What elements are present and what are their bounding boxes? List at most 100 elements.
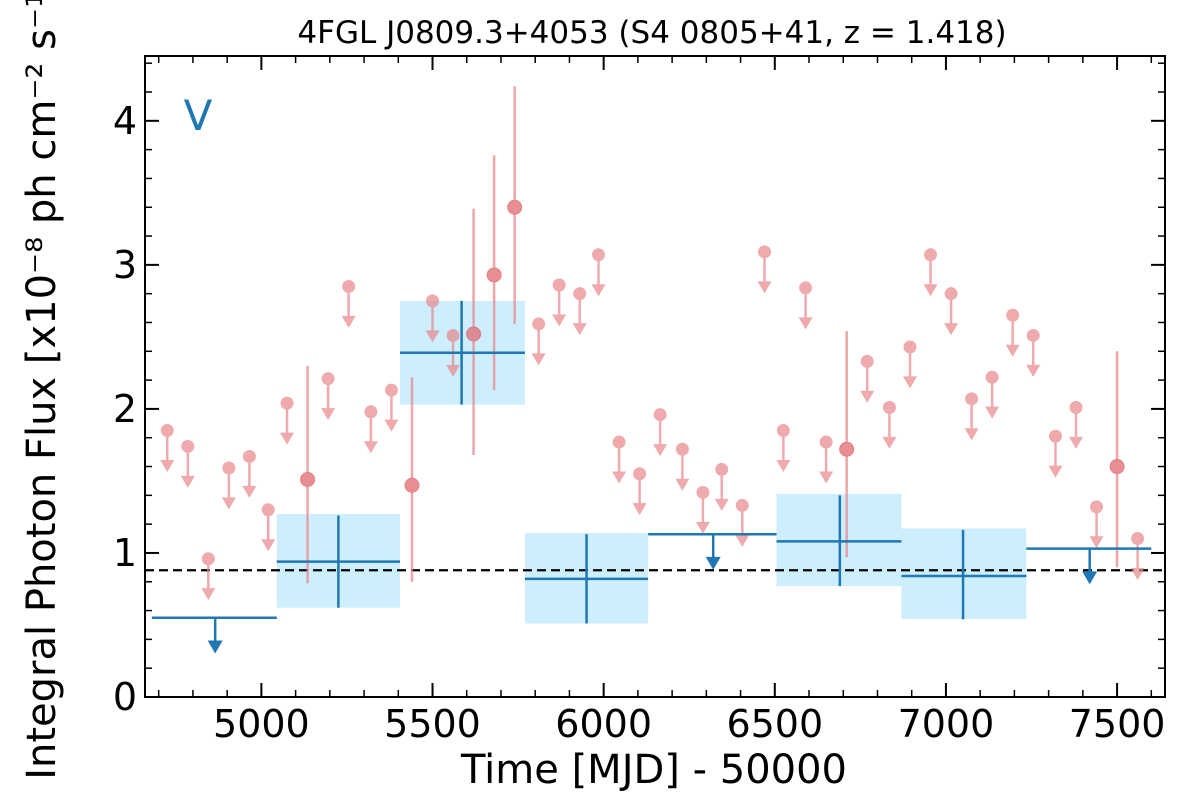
- fine-upper-limit: [1089, 500, 1104, 549]
- fine-upper-limit-marker: [653, 408, 667, 422]
- fine-detection-marker: [507, 199, 523, 215]
- fine-upper-limit-marker: [532, 317, 546, 331]
- fine-detection: [1109, 351, 1125, 568]
- fine-upper-limit-arrowhead: [280, 432, 295, 445]
- fine-upper-limit: [964, 392, 979, 441]
- fine-upper-limit-arrowhead: [446, 364, 461, 377]
- fine-upper-limit-arrowhead: [180, 475, 195, 488]
- fine-upper-limit-marker: [592, 248, 606, 262]
- fine-upper-limit-marker: [675, 442, 689, 456]
- fine-upper-limit-marker: [280, 396, 294, 410]
- y-tick-label: 2: [113, 387, 137, 431]
- fine-upper-limit-arrowhead: [1069, 436, 1084, 449]
- fine-detection-marker: [486, 267, 502, 283]
- fine-upper-limit: [1026, 328, 1041, 377]
- fine-upper-limit: [160, 424, 175, 472]
- coarse-detection: [776, 495, 902, 587]
- x-tick-label: 5000: [213, 702, 310, 746]
- fine-upper-limit: [882, 400, 897, 449]
- fine-upper-limit: [695, 485, 710, 534]
- fine-detection: [507, 86, 523, 324]
- fine-upper-limit: [923, 248, 938, 297]
- fine-detection-marker: [404, 477, 420, 493]
- fine-upper-limit-arrowhead: [819, 471, 834, 484]
- coarse-bin-points: [151, 300, 1152, 654]
- fine-upper-limit-marker: [819, 435, 833, 449]
- fine-upper-limit: [776, 424, 791, 472]
- fine-upper-limit-marker: [965, 392, 979, 406]
- fine-upper-limit: [572, 287, 587, 336]
- fine-upper-limit: [201, 552, 216, 601]
- fine-upper-limit: [531, 317, 546, 366]
- fine-upper-limit-arrowhead: [1130, 568, 1145, 581]
- fine-upper-limit-marker: [696, 485, 710, 499]
- fine-upper-limit-arrowhead: [425, 330, 440, 343]
- y-tick-label: 1: [113, 531, 137, 575]
- fine-upper-limit-arrowhead: [964, 428, 979, 441]
- fine-upper-limit: [757, 245, 772, 294]
- fine-bin-points: [160, 86, 1145, 601]
- coarse-upper-limit: [151, 616, 277, 654]
- fine-upper-limit-arrowhead: [882, 436, 897, 449]
- fine-upper-limit: [1005, 308, 1020, 357]
- coarse-upper-limit-arrowhead: [705, 556, 721, 570]
- fine-upper-limit: [363, 405, 378, 454]
- fine-detection-marker: [466, 326, 482, 342]
- coarse-detection: [276, 515, 400, 608]
- fine-upper-limit: [860, 354, 875, 403]
- fine-upper-limit-marker: [321, 372, 335, 386]
- fine-upper-limit-marker: [261, 503, 275, 517]
- fine-upper-limit-arrowhead: [985, 406, 1000, 419]
- fine-upper-limit-arrowhead: [591, 284, 606, 297]
- x-tick-label: 6000: [555, 702, 652, 746]
- fine-upper-limit-marker: [903, 340, 917, 354]
- fine-upper-limit: [321, 372, 336, 421]
- fine-upper-limit: [714, 462, 729, 511]
- coarse-upper-limit-arrowhead: [207, 640, 223, 654]
- fine-upper-limit: [341, 279, 356, 328]
- fine-upper-limit: [903, 340, 917, 389]
- fine-upper-limit: [591, 248, 606, 297]
- fine-upper-limit-marker: [242, 449, 256, 463]
- fine-upper-limit-arrowhead: [860, 390, 875, 403]
- fine-upper-limit-arrowhead: [1026, 364, 1041, 377]
- fine-upper-limit-arrowhead: [221, 497, 236, 510]
- fine-upper-limit-arrowhead: [242, 485, 257, 498]
- fine-upper-limit-marker: [201, 552, 215, 566]
- coarse-upper-limit-arrowhead: [1082, 571, 1098, 585]
- fine-upper-limit-arrowhead: [798, 317, 813, 330]
- fine-upper-limit: [1130, 532, 1145, 581]
- y-axis-label: Integral Photon Flux [x10⁻⁸ ph cm⁻² s⁻¹]: [19, 0, 65, 780]
- fine-upper-limit-marker: [633, 467, 647, 481]
- fine-upper-limit: [221, 461, 236, 510]
- fine-upper-limit: [261, 503, 276, 552]
- x-tick-label: 7500: [1069, 702, 1166, 746]
- fine-upper-limit-marker: [1131, 532, 1145, 546]
- axes: [144, 55, 1166, 698]
- fine-upper-limit: [242, 449, 257, 498]
- fine-upper-limit-arrowhead: [1089, 536, 1104, 549]
- fine-upper-limit: [1048, 429, 1063, 478]
- fine-upper-limit-arrowhead: [261, 539, 276, 552]
- fine-upper-limit: [798, 281, 813, 330]
- fine-detection: [486, 155, 502, 391]
- fine-upper-limit-arrowhead: [1048, 465, 1063, 478]
- fine-upper-limit-arrowhead: [201, 588, 216, 601]
- fine-upper-limit-marker: [384, 383, 398, 397]
- coarse-detection: [901, 529, 1027, 620]
- fine-detection-marker: [1109, 459, 1125, 475]
- fine-upper-limit: [425, 294, 440, 343]
- fine-upper-limit-marker: [860, 354, 874, 368]
- fine-upper-limit-marker: [735, 498, 749, 512]
- fine-upper-limit-marker: [924, 248, 938, 262]
- fine-upper-limit: [985, 370, 1000, 419]
- fine-upper-limit-marker: [985, 370, 999, 384]
- fine-upper-limit-marker: [799, 281, 813, 295]
- coarse-detection: [524, 534, 649, 624]
- fine-upper-limit-marker: [612, 435, 626, 449]
- fine-upper-limit: [735, 498, 750, 547]
- fine-upper-limit-marker: [776, 424, 790, 438]
- fine-upper-limit-arrowhead: [714, 498, 729, 511]
- fine-upper-limit-marker: [1026, 328, 1040, 342]
